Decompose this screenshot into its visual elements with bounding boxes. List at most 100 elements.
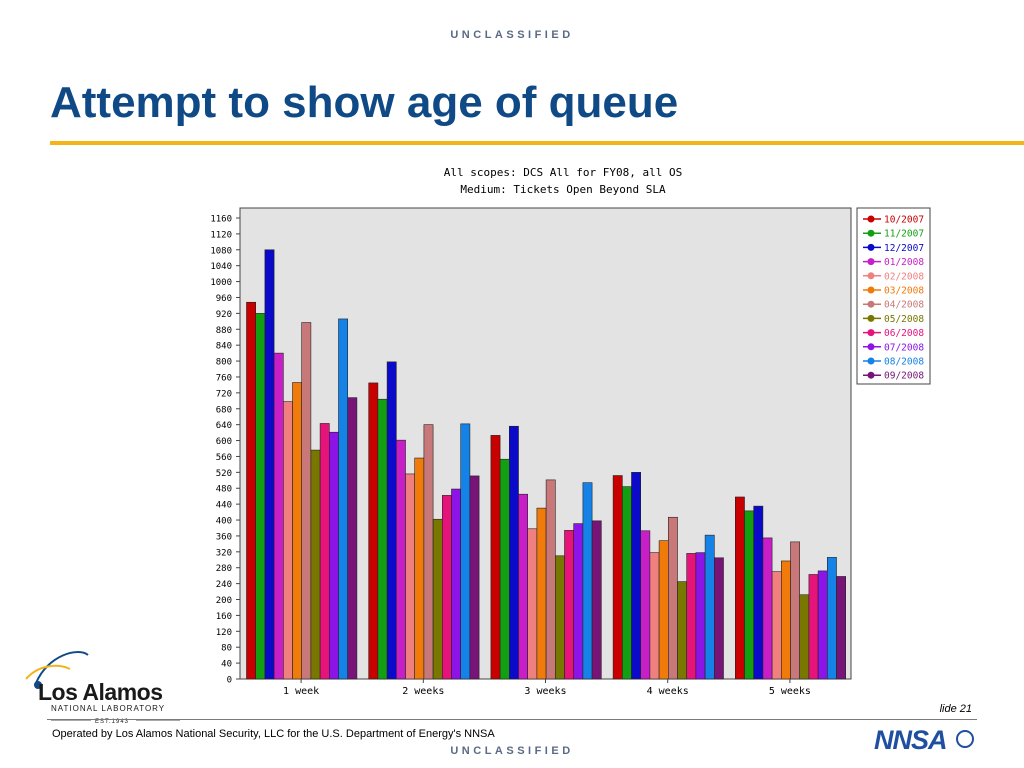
bar-07-2008-3-weeks [573,523,584,680]
bar-10-2007-2-weeks [368,382,379,680]
nnsa-logo: NNSA [874,725,974,755]
y-tick-label: 200 [216,596,232,606]
bar-07-2008-4-weeks [695,552,706,680]
atom-orbit-icon [35,651,89,684]
x-tick-label: 1 week [283,686,319,697]
y-tick-label: 0 [227,676,232,686]
x-tick-label: 4 weeks [647,686,689,697]
y-tick-label: 1120 [210,230,232,240]
y-tick-label: 840 [216,342,232,352]
bar-05-2008-2-weeks [432,518,443,680]
legend-label: 09/2008 [884,371,924,382]
bar-05-2008-4-weeks [677,581,687,680]
bar-12-2007-2-weeks [386,361,397,680]
bar-06-2008-2-weeks [441,495,452,680]
y-tick-label: 640 [216,421,232,431]
y-tick-label: 80 [221,644,232,654]
legend-label: 05/2008 [884,314,924,325]
bar-01-2008-4-weeks [640,530,651,680]
bar-09-2008-3-weeks [591,520,602,680]
logo-lab-est: EST.1943 [95,719,129,725]
bar-10-2007-1-week [246,301,256,680]
bar-12-2007-3-weeks [508,425,519,680]
slide-number: lide 21 [939,703,972,715]
y-tick-label: 360 [216,532,232,542]
bar-06-2008-4-weeks [686,553,697,680]
bar-02-2008-5-weeks [771,571,782,680]
legend-marker [867,215,875,223]
bar-09-2008-5-weeks [836,576,846,680]
legend-marker [867,229,875,237]
legend-marker [867,300,875,308]
y-tick-label: 600 [216,437,232,447]
legend-label: 07/2008 [884,342,924,353]
x-tick-label: 2 weeks [402,686,444,697]
bar-08-2008-5-weeks [826,557,837,680]
bar-12-2007-4-weeks [631,472,641,680]
bar-10-2007-3-weeks [490,435,501,680]
bar-11-2007-3-weeks [499,458,510,680]
bar-02-2008-1-week [282,401,293,680]
nnsa-globe-icon [956,730,974,748]
y-tick-label: 480 [216,485,232,495]
bar-07-2008-1-week [328,431,339,680]
y-tick-label: 520 [216,469,232,479]
legend-label: 03/2008 [884,286,924,297]
legend-marker [867,314,875,322]
bar-11-2007-1-week [255,313,266,680]
slide-title: Attempt to show age of queue [50,78,679,127]
legend-marker [867,272,875,280]
y-tick-label: 1000 [210,278,232,288]
legend-label: 12/2007 [884,243,924,254]
legend-label: 04/2008 [884,300,924,311]
los-alamos-logo: Los Alamos NATIONAL LABORATORY EST.1943 [25,651,180,725]
legend-marker [867,258,875,266]
legend-marker [867,243,875,251]
bar-08-2008-4-weeks [704,534,715,680]
legend-marker [867,329,875,337]
chart-title-line-2: Medium: Tickets Open Beyond SLA [460,183,666,196]
bar-11-2007-4-weeks [621,486,632,680]
y-tick-label: 880 [216,326,232,336]
y-tick-label: 400 [216,517,232,527]
y-tick-label: 1160 [210,215,232,225]
bar-03-2008-5-weeks [780,560,791,680]
bar-01-2008-1-week [273,352,284,680]
bar-08-2008-2-weeks [460,423,471,680]
legend-label: 08/2008 [884,357,924,368]
bar-11-2007-5-weeks [744,510,754,680]
footer-operated-by: Operated by Los Alamos National Security… [52,728,495,740]
legend-marker [867,343,875,351]
atom-nucleus-icon [34,681,42,689]
legend-label: 11/2007 [884,229,924,240]
bar-01-2008-5-weeks [762,537,773,680]
bar-03-2008-1-week [292,382,302,680]
legend-label: 01/2008 [884,257,924,268]
bar-02-2008-3-weeks [527,528,538,680]
bar-10-2007-5-weeks [734,496,745,680]
y-tick-label: 960 [216,294,232,304]
bar-11-2007-2-weeks [377,398,388,680]
bar-06-2008-3-weeks [564,530,574,680]
legend-marker [867,371,875,379]
y-tick-label: 160 [216,612,232,622]
bar-09-2008-4-weeks [713,557,724,680]
footer-divider [47,719,977,720]
y-tick-label: 680 [216,405,232,415]
legend-marker [867,286,875,294]
y-tick-label: 1080 [210,246,232,256]
y-tick-label: 800 [216,358,232,368]
legend-label: 10/2007 [884,215,924,226]
y-tick-label: 280 [216,564,232,574]
y-axis: 0 40 80 120 160 200 240 280 320 360 400 440 480 520 56… [210,215,240,686]
bar-03-2008-2-weeks [414,457,425,680]
y-tick-label: 40 [221,660,232,670]
bar-02-2008-4-weeks [649,552,660,680]
nnsa-logo-text: NNSA [874,725,947,755]
y-tick-label: 440 [216,501,232,511]
bar-04-2008-5-weeks [790,541,800,680]
y-tick-label: 720 [216,389,232,399]
bar-08-2008-3-weeks [582,482,593,680]
x-tick-label: 5 weeks [769,686,811,697]
bar-12-2007-5-weeks [753,505,764,680]
